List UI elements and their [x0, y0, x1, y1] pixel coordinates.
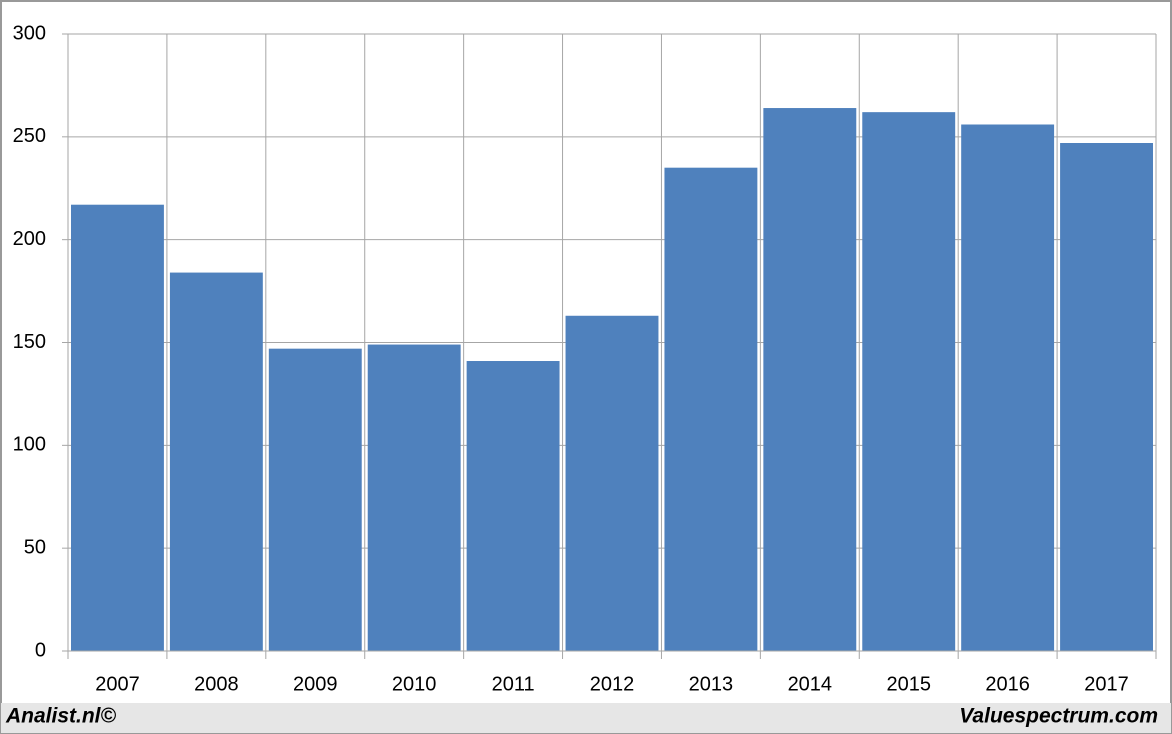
x-tick-label: 2008 — [194, 673, 239, 695]
bar — [268, 348, 362, 651]
bar — [763, 108, 857, 652]
bar — [367, 344, 461, 651]
bar — [71, 204, 164, 651]
y-tick-label: 150 — [13, 331, 46, 353]
x-tick-label: 2015 — [886, 673, 931, 695]
footer-right: Valuespectrum.com — [959, 705, 1158, 728]
x-tick-label: 2009 — [293, 673, 338, 695]
x-tick-label: 2011 — [492, 673, 535, 695]
y-tick-label: 250 — [13, 125, 46, 147]
y-tick-label: 100 — [13, 434, 46, 456]
x-tick-label: 2017 — [1084, 673, 1129, 695]
bar — [565, 315, 659, 651]
y-tick-label: 50 — [24, 536, 46, 558]
bar — [961, 124, 1055, 651]
x-tick-label: 2012 — [590, 673, 635, 695]
bar — [862, 112, 956, 652]
y-tick-label: 0 — [35, 639, 46, 661]
y-tick-label: 300 — [13, 22, 46, 44]
footer-band — [1, 703, 1171, 733]
bar — [664, 167, 758, 651]
bar — [1060, 143, 1153, 651]
x-tick-label: 2016 — [985, 673, 1030, 695]
x-tick-label: 2010 — [392, 673, 437, 695]
y-tick-label: 200 — [13, 228, 46, 250]
x-tick-label: 2013 — [689, 673, 734, 695]
x-tick-label: 2007 — [95, 673, 140, 695]
bar — [169, 272, 263, 651]
x-tick-label: 2014 — [788, 673, 833, 695]
footer-left: Analist.nl© — [5, 705, 117, 728]
bar — [466, 361, 560, 651]
